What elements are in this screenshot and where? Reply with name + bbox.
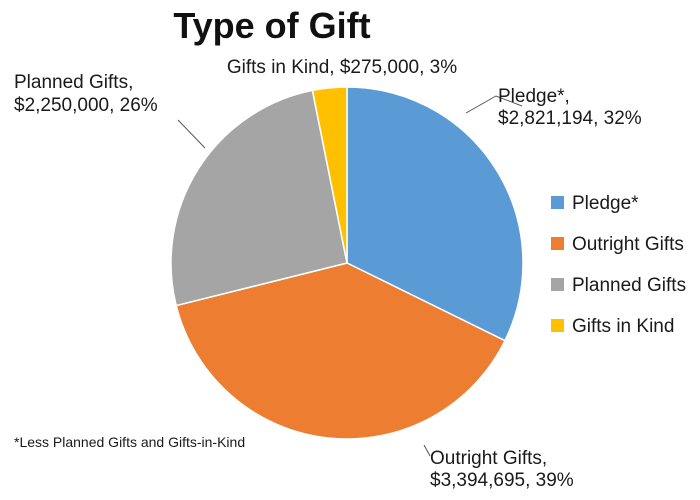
label-leader-lines: [177, 95, 523, 457]
legend-label-pledge: Pledge*: [572, 193, 639, 214]
legend: Pledge* Outright Gifts Planned Gifts Gifts …: [551, 193, 686, 337]
legend-swatch-outright-gifts: [551, 237, 564, 250]
leader-line-planned-gifts: [177, 119, 206, 149]
leader-line-pledge: [465, 95, 523, 114]
data-label-pledge: Pledge*,: [498, 86, 570, 107]
data-label-pledge: $2,821,194, 32%: [498, 108, 642, 129]
pie-slice-outright-gifts: [175, 262, 506, 440]
pie-slice-gifts-in-kind: [311, 86, 348, 264]
data-label-planned-gifts: $2,250,000, 26%: [14, 95, 158, 116]
pie-slices: [170, 86, 524, 440]
legend-label-outright-gifts: Outright Gifts: [572, 234, 684, 255]
legend-swatch-pledge: [551, 196, 564, 209]
data-labels: Pledge*,$2,821,194, 32% Outright Gifts,$3…: [14, 57, 642, 491]
data-label-outright-gifts: $3,394,695, 39%: [430, 470, 574, 491]
legend-label-planned-gifts: Planned Gifts: [572, 275, 686, 296]
data-label-planned-gifts: Planned Gifts,: [14, 72, 133, 93]
chart-title: Type of Gift: [173, 5, 370, 46]
data-label-gifts-in-kind: Gifts in Kind, $275,000, 3%: [227, 57, 457, 78]
legend-swatch-planned-gifts: [551, 278, 564, 291]
legend-label-gifts-in-kind: Gifts in Kind: [572, 316, 674, 337]
legend-swatch-gifts-in-kind: [551, 319, 564, 332]
pie-slice-planned-gifts: [170, 89, 348, 307]
footnote: *Less Planned Gifts and Gifts-in-Kind: [14, 434, 245, 450]
data-label-outright-gifts: Outright Gifts,: [430, 448, 547, 469]
leader-line-outright-gifts: [423, 444, 431, 457]
pie-slice-pledge: [346, 86, 524, 342]
